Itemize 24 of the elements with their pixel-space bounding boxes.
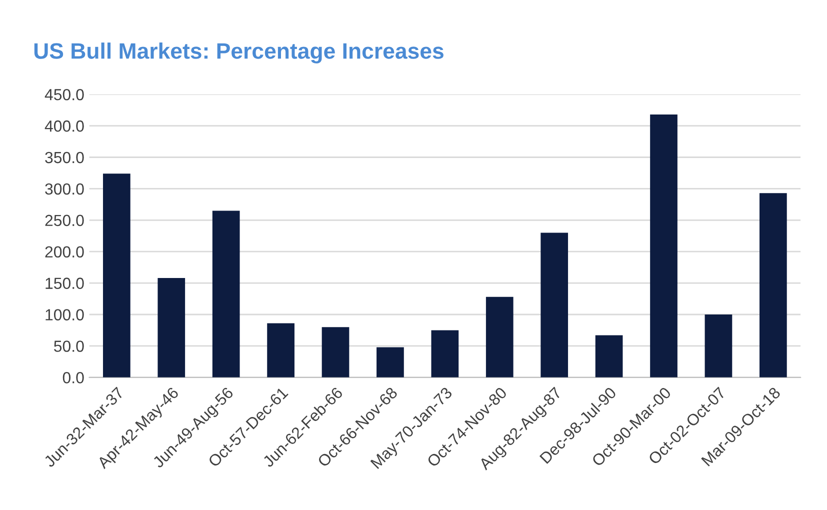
bar xyxy=(595,335,623,378)
bar xyxy=(760,193,787,378)
y-tick-label: 300.0 xyxy=(45,183,84,195)
bar xyxy=(650,114,678,378)
y-tick-label: 0.0 xyxy=(62,372,84,384)
bar xyxy=(486,296,514,378)
y-tick-label: 450.0 xyxy=(44,88,84,100)
y-tick-label: 200.0 xyxy=(45,246,84,258)
y-tick-label: 150.0 xyxy=(46,278,84,289)
y-tick-label: 400.0 xyxy=(44,120,84,132)
chart-title: US Bull Markets: Percentage Increases xyxy=(34,42,444,64)
bar xyxy=(102,174,130,378)
bar xyxy=(540,232,568,378)
y-tick-label: 250.0 xyxy=(45,214,84,226)
bar xyxy=(212,210,240,378)
bar xyxy=(322,327,350,378)
bar xyxy=(431,330,459,378)
bar xyxy=(704,314,732,378)
bar xyxy=(267,323,294,378)
y-tick-label: 50.0 xyxy=(54,340,84,352)
y-tick-label: 350.0 xyxy=(45,152,84,164)
y-tick-label: 100.0 xyxy=(46,309,84,320)
bar xyxy=(158,278,186,378)
bar xyxy=(376,347,404,378)
